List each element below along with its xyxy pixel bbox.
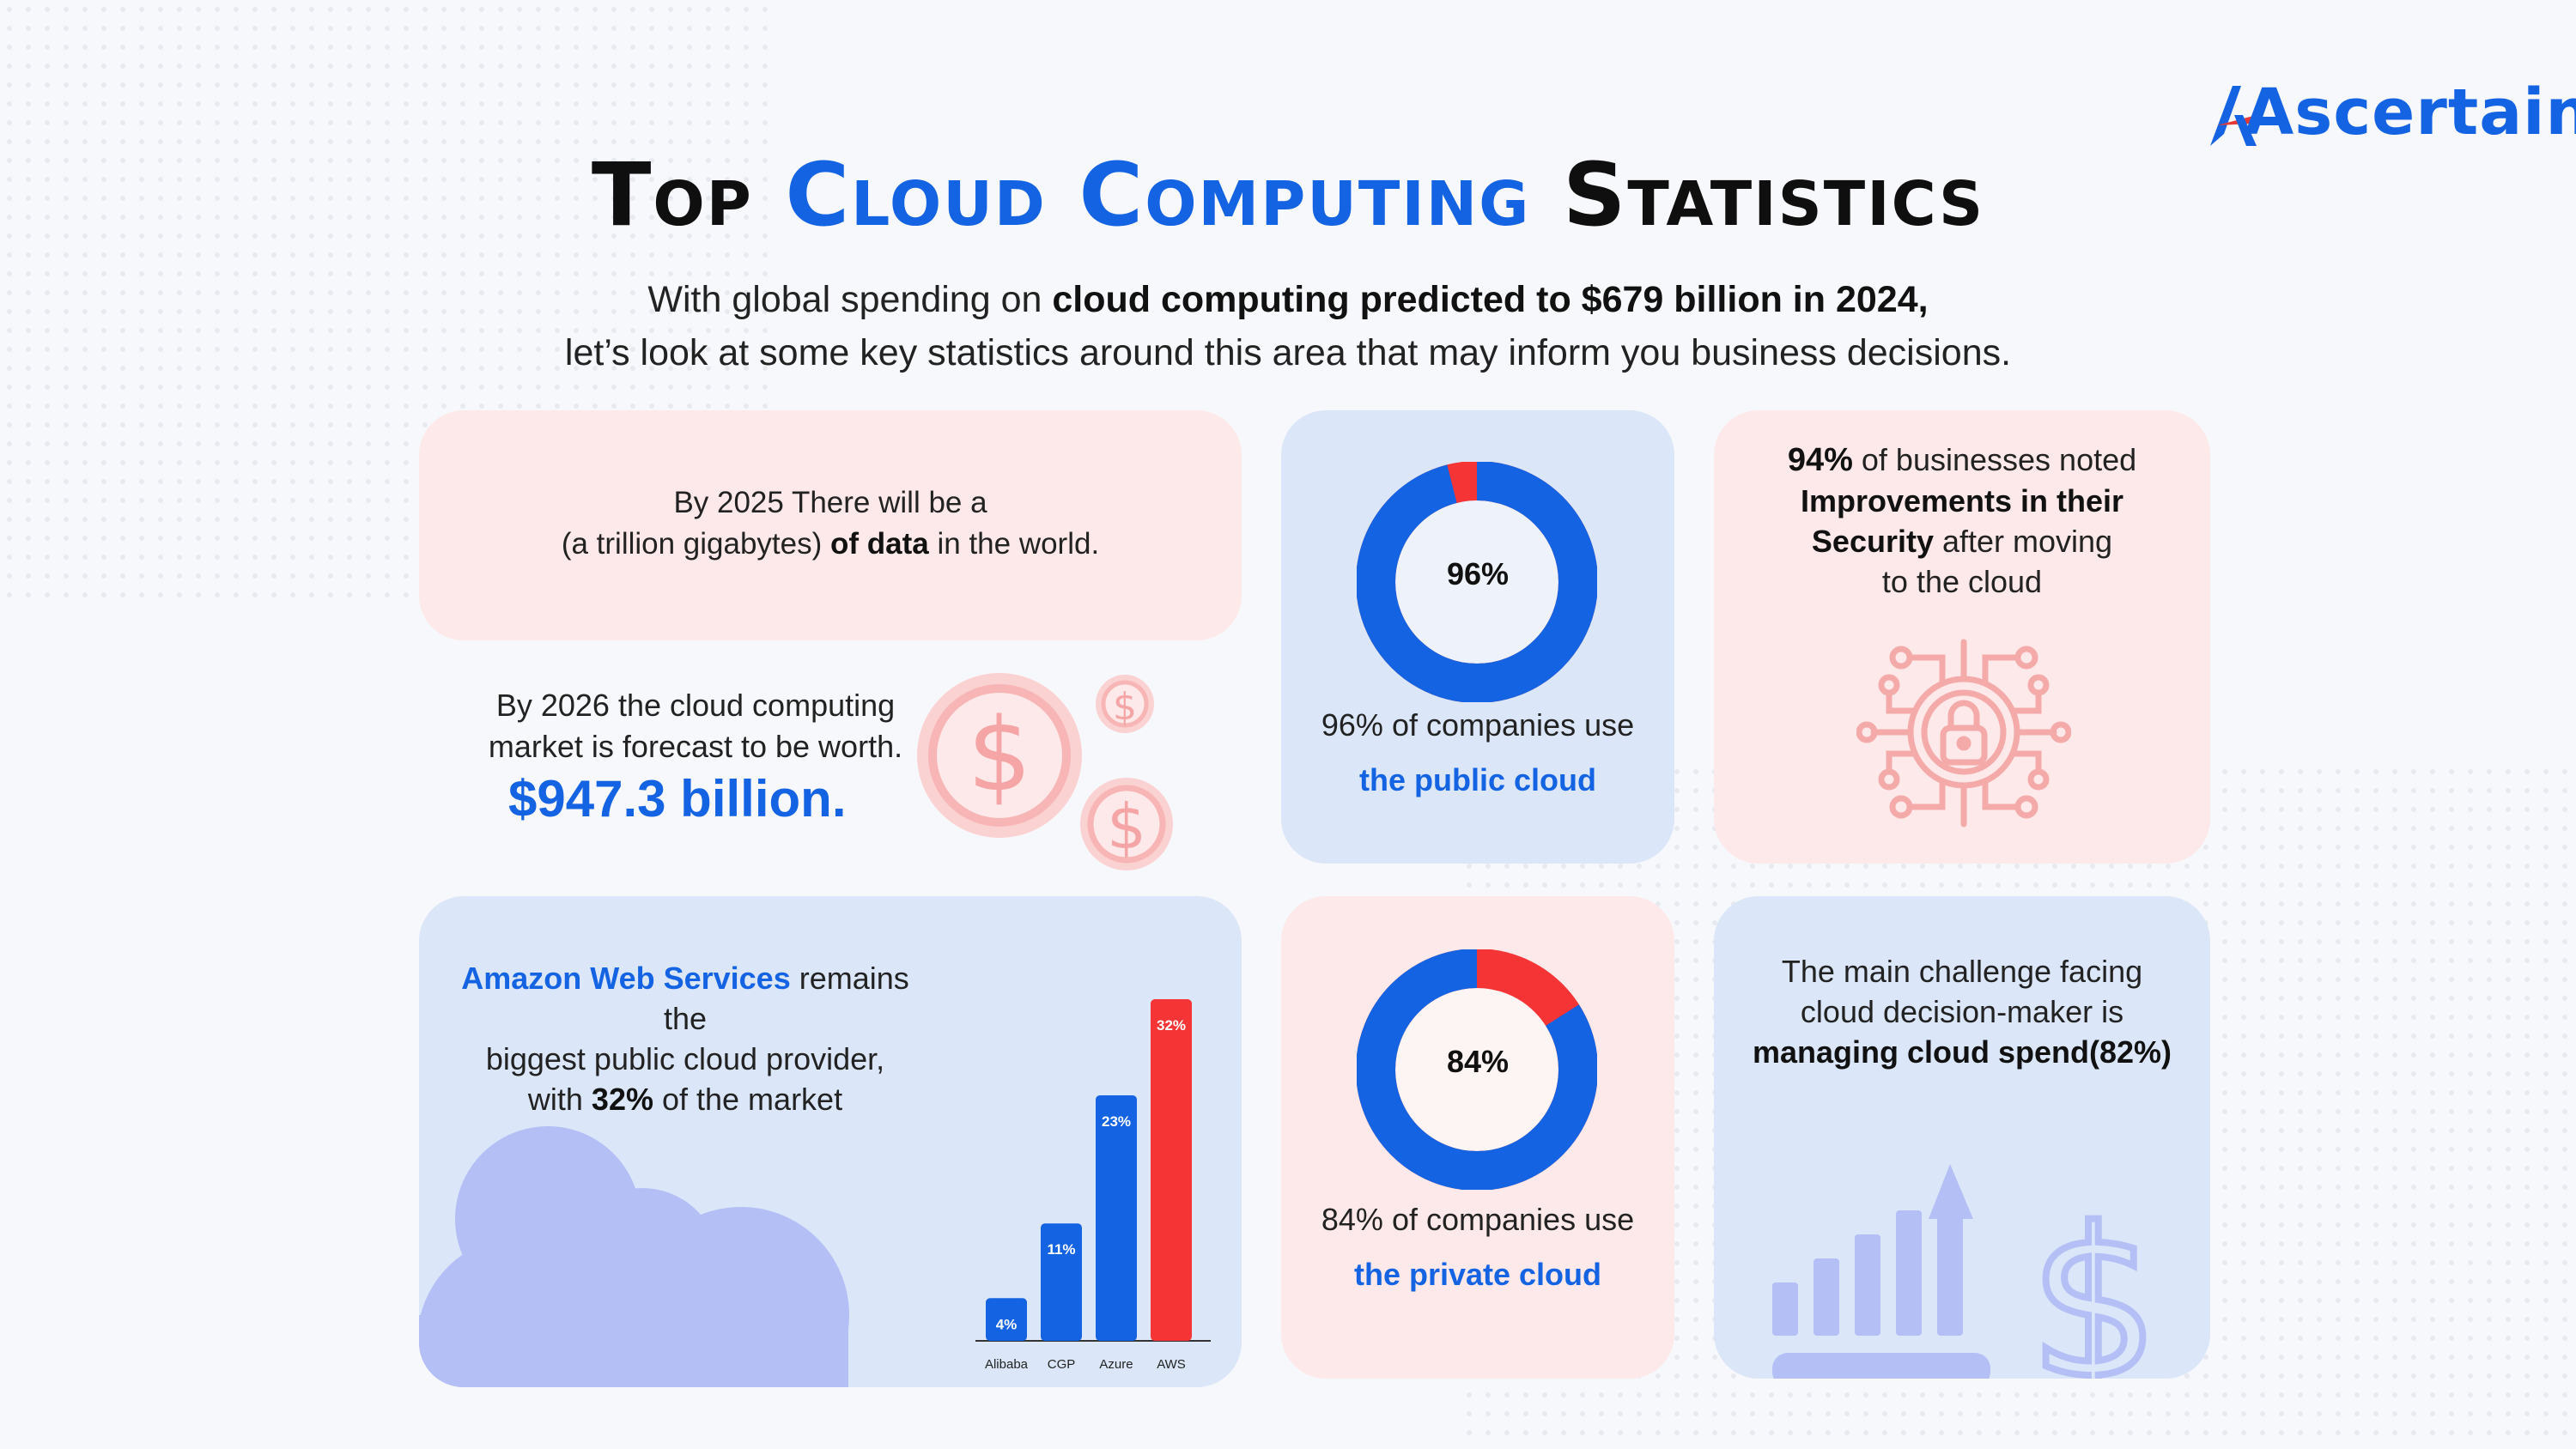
bar-value-label: 32% [1157, 1017, 1186, 1034]
title-part-1: Top [591, 144, 786, 246]
security-percent: 94% [1787, 442, 1853, 478]
security-line2: Improvements in their [1800, 483, 2124, 518]
cloud-icon [419, 1126, 849, 1387]
dollar-sign-icon: $ [2029, 1184, 2159, 1379]
data-volume-line1: By 2025 There will be a [673, 486, 987, 519]
aws-text: Amazon Web Services remains the biggest … [445, 958, 926, 1119]
card-private-cloud: 84% 84% of companies use the private clo… [1281, 896, 1674, 1379]
bar-category-label: AWS [1157, 1357, 1186, 1372]
dollar-coin-icon: $ $ $ [917, 673, 1173, 870]
market-forecast-value: $947.3 billion. [508, 770, 847, 828]
circuit-lock-icon [1856, 639, 2071, 828]
public-cloud-percent: 96% [1446, 556, 1510, 591]
challenge-line3: managing cloud spend(82%) [1752, 1034, 2172, 1070]
svg-text:$: $ [967, 695, 1031, 814]
security-line4: to the cloud [1881, 564, 2043, 599]
title-part-2: Statistics [1530, 144, 1985, 246]
challenge-text: The main challenge facing cloud decision… [1714, 951, 2210, 1072]
aws-line3: with [527, 1082, 592, 1117]
card-data-volume: By 2025 There will be a (a trillion giga… [419, 410, 1242, 640]
security-line3: after moving [1933, 524, 2113, 559]
security-text: 94% of businesses noted Improvements in … [1714, 440, 2210, 602]
challenge-line2: cloud decision-maker is [1800, 994, 2124, 1029]
card-public-cloud: 96% 96% of companies use the public clou… [1281, 410, 1674, 864]
market-line1: By 2026 the cloud computing [495, 688, 896, 723]
aws-percent: 32% [591, 1082, 653, 1117]
data-volume-bold: of data [830, 527, 929, 561]
brand-logo: Ascertain [2207, 76, 2576, 153]
donut-share-arc [1357, 949, 1597, 1190]
bar-cgp [1041, 1223, 1082, 1341]
subtitle-line1: With global spending on [647, 279, 1053, 320]
page-title: Top Cloud Computing Statistics [0, 144, 2576, 246]
data-volume-text: By 2025 There will be a (a trillion giga… [419, 482, 1242, 565]
logo-mark-icon [2210, 86, 2257, 146]
public-cloud-donut [1357, 462, 1597, 702]
bar-value-label: 4% [996, 1316, 1018, 1332]
data-volume-line2-end: in the world. [928, 527, 1100, 561]
challenge-line1: The main challenge facing [1781, 954, 2143, 989]
growth-chart-icon: $ [1772, 1164, 2159, 1379]
aws-line1: remains the [663, 961, 909, 1036]
market-forecast-text: By 2026 the cloud computing market is fo… [464, 685, 927, 767]
public-cloud-caption: 96% of companies use [1321, 707, 1635, 743]
private-cloud-caption: 84% of companies use [1321, 1202, 1635, 1237]
card-security: 94% of businesses noted Improvements in … [1714, 410, 2210, 864]
security-line1: of businesses noted [1852, 442, 2137, 477]
bar-category-label: Alibaba [985, 1357, 1029, 1372]
security-line3-bold: Security [1811, 524, 1934, 559]
bar-value-label: 11% [1047, 1241, 1075, 1258]
bar-category-label: CGP [1048, 1357, 1076, 1372]
brand-name: Ascertain [2245, 76, 2576, 149]
card-aws-market-share: Amazon Web Services remains the biggest … [419, 896, 1242, 1387]
bar-azure [1096, 1094, 1137, 1341]
subtitle-line1-bold: cloud computing predicted to $679 billio… [1052, 279, 1929, 320]
private-cloud-percent: 84% [1446, 1044, 1510, 1079]
bar-alibaba [986, 1298, 1027, 1341]
aws-name: Amazon Web Services [461, 961, 791, 996]
card-cloud-spend-challenge: The main challenge facing cloud decision… [1714, 896, 2210, 1379]
bar-value-label: 23% [1102, 1113, 1131, 1130]
market-line2: market is forecast to be worth. [488, 729, 903, 764]
private-cloud-donut [1357, 949, 1597, 1190]
donut-share-arc [1357, 462, 1597, 702]
page-subtitle: With global spending on cloud computing … [0, 273, 2576, 379]
bar-aws [1151, 999, 1192, 1341]
private-cloud-caption-bold: the private cloud [1353, 1257, 1602, 1292]
aws-line3-end: of the market [653, 1082, 843, 1117]
title-accent: Cloud Computing [785, 144, 1531, 246]
aws-line2: biggest public cloud provider, [485, 1041, 885, 1076]
public-cloud-caption-bold: the public cloud [1359, 762, 1596, 797]
provider-bar-chart: 4% Alibaba 11% CGP 23% Azure 32% AWS [975, 999, 1211, 1372]
subtitle-line2: let’s look at some key statistics around… [564, 332, 2012, 373]
svg-text:$: $ [1107, 791, 1146, 863]
data-volume-line2: (a trillion gigabytes) [561, 527, 831, 561]
svg-text:$: $ [1113, 685, 1137, 729]
bar-category-label: Azure [1099, 1357, 1133, 1372]
